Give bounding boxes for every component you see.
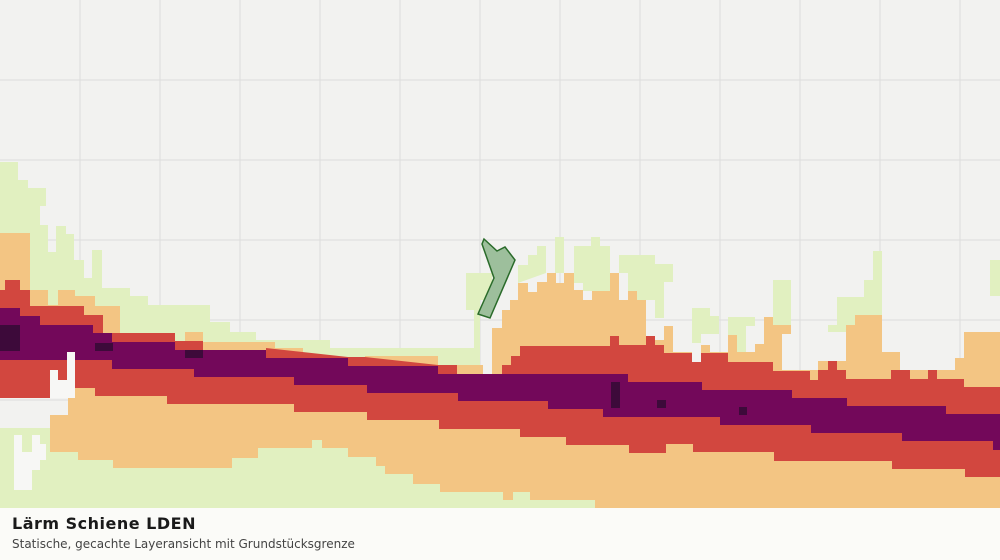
noise-area [611, 382, 620, 408]
noise-area [555, 237, 564, 273]
noise-area [185, 350, 203, 358]
layer-title: Lärm Schiene LDEN [12, 514, 196, 533]
noise-area [619, 255, 673, 318]
noise-area [518, 246, 546, 283]
noise-area [692, 308, 719, 343]
caption-bar: Lärm Schiene LDEN Statische, gecachte La… [0, 508, 1000, 560]
noise-area [990, 260, 1000, 296]
noise-area [728, 317, 755, 352]
noise-zone-very-high [0, 308, 1000, 450]
map [0, 0, 1000, 508]
noise-area [773, 280, 791, 325]
noise-area [828, 251, 882, 332]
noise-area [95, 343, 113, 351]
layer-subtitle: Statische, gecachte Layeransicht mit Gru… [12, 537, 355, 551]
parcel-boundary[interactable] [476, 237, 516, 319]
gap [14, 435, 46, 490]
noise-area [657, 400, 666, 408]
noise-area [739, 407, 747, 415]
noise-area [574, 237, 610, 291]
no-data-area [14, 352, 75, 490]
noise-area [0, 325, 20, 351]
gap [50, 352, 75, 398]
noise-area [0, 162, 492, 374]
noise-zone-extreme [0, 325, 747, 415]
